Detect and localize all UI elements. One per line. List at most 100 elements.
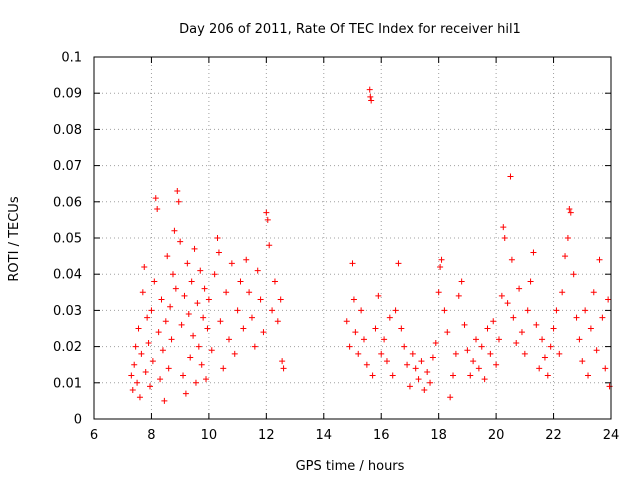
y-tick-label: 0.09 <box>53 87 82 102</box>
data-point <box>192 379 199 386</box>
data-point <box>447 394 454 401</box>
data-point <box>438 256 445 263</box>
data-point <box>240 325 247 332</box>
data-point <box>129 387 136 394</box>
data-point <box>184 260 191 267</box>
data-point <box>369 372 376 379</box>
data-point <box>579 358 586 365</box>
data-point <box>516 285 523 292</box>
data-point <box>593 347 600 354</box>
data-point <box>478 343 485 350</box>
data-point <box>155 329 162 336</box>
data-point <box>147 383 154 390</box>
data-point <box>349 260 356 267</box>
data-point <box>500 224 507 231</box>
data-point <box>159 347 166 354</box>
data-point <box>536 365 543 372</box>
x-tick-label: 16 <box>373 428 390 443</box>
data-point <box>185 311 192 318</box>
data-point <box>524 307 531 314</box>
data-point <box>544 372 551 379</box>
data-point <box>217 318 224 325</box>
data-point <box>602 365 609 372</box>
data-point <box>164 253 171 260</box>
data-point <box>470 358 477 365</box>
data-point <box>412 365 419 372</box>
data-point <box>547 343 554 350</box>
data-point <box>182 390 189 397</box>
data-point <box>533 321 540 328</box>
data-point <box>190 332 197 339</box>
data-point <box>404 361 411 368</box>
data-point <box>590 289 597 296</box>
data-point <box>368 97 375 104</box>
data-point <box>556 350 563 357</box>
data-point <box>432 339 439 346</box>
data-point <box>564 235 571 241</box>
data-point <box>386 314 393 321</box>
data-point <box>378 350 385 357</box>
data-point <box>495 336 502 343</box>
data-point <box>274 318 281 325</box>
data-point <box>360 336 367 343</box>
x-tick-label: 6 <box>90 428 98 443</box>
data-point <box>582 307 589 314</box>
data-point <box>350 296 357 303</box>
data-point <box>599 314 606 321</box>
data-point <box>266 242 273 249</box>
data-point <box>228 260 235 267</box>
data-point <box>573 314 580 321</box>
data-point <box>145 339 152 346</box>
data-point <box>149 358 156 365</box>
data-point <box>498 292 505 299</box>
data-point <box>372 325 379 332</box>
x-tick-label: 14 <box>316 428 333 443</box>
data-point <box>181 292 188 299</box>
data-point <box>541 354 548 361</box>
y-tick-label: 0.08 <box>53 123 82 138</box>
data-point <box>567 209 574 216</box>
data-point <box>204 325 211 332</box>
data-point <box>203 376 210 383</box>
data-point <box>429 354 436 361</box>
data-point <box>243 256 250 263</box>
data-point <box>214 235 221 241</box>
data-point <box>424 368 431 375</box>
data-point <box>195 343 202 350</box>
data-point <box>550 325 557 332</box>
data-point <box>375 292 382 299</box>
data-point <box>585 372 592 379</box>
data-point <box>343 318 350 325</box>
data-point <box>501 235 508 241</box>
x-tick-label: 8 <box>147 428 155 443</box>
data-point <box>174 187 181 194</box>
data-point <box>493 361 500 368</box>
data-point <box>521 350 528 357</box>
data-point <box>165 365 172 372</box>
data-point <box>605 296 612 303</box>
x-tick-label: 18 <box>430 428 447 443</box>
data-point <box>346 343 353 350</box>
grid-lines <box>94 57 611 419</box>
data-point <box>280 365 287 372</box>
y-tick-label: 0.01 <box>53 376 82 391</box>
y-tick-label: 0.05 <box>53 232 82 247</box>
data-point <box>395 260 402 267</box>
data-point <box>191 245 198 252</box>
x-tick-label: 22 <box>545 428 562 443</box>
data-point <box>167 303 174 310</box>
y-tick-label: 0.07 <box>53 159 82 174</box>
data-point <box>158 296 165 303</box>
data-point <box>263 209 270 216</box>
data-point <box>409 350 416 357</box>
data-point <box>188 278 195 285</box>
data-point <box>201 285 208 292</box>
data-point <box>177 238 184 245</box>
data-point <box>231 350 238 357</box>
data-point <box>444 329 451 336</box>
y-tick-label: 0.03 <box>53 304 82 319</box>
data-point <box>421 387 428 394</box>
data-point <box>606 383 613 390</box>
data-point <box>211 271 218 278</box>
